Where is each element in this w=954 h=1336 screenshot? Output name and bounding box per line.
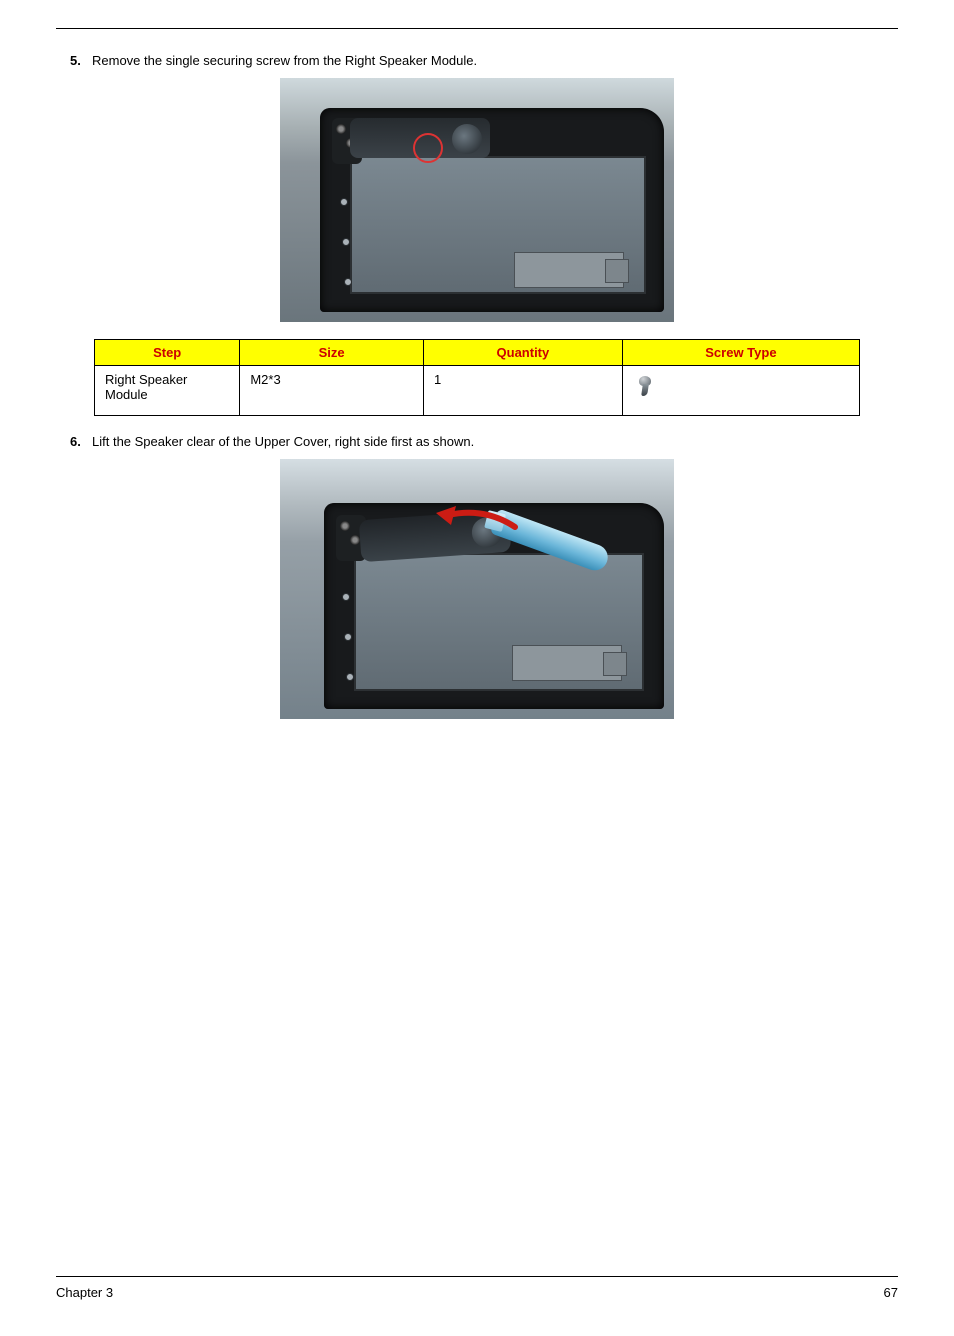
- screw-table: Step Size Quantity Screw Type Right Spea…: [94, 339, 860, 416]
- cell-step: Right Speaker Module: [95, 366, 240, 416]
- bottom-bracket: [514, 252, 624, 288]
- page-footer: Chapter 3 67: [56, 1276, 898, 1300]
- step-text: Remove the single securing screw from th…: [92, 53, 898, 68]
- screw-hole-icon: [344, 633, 352, 641]
- red-arrow-icon: [430, 503, 520, 533]
- screw-hole-icon: [342, 593, 350, 601]
- step-number: 5.: [70, 53, 92, 68]
- figure-1-wrap: [56, 78, 898, 325]
- highlight-circle: [413, 133, 443, 163]
- step-6: 6. Lift the Speaker clear of the Upper C…: [70, 434, 898, 449]
- footer-divider: [56, 1276, 898, 1277]
- screw-hole-icon: [340, 198, 348, 206]
- th-step: Step: [95, 340, 240, 366]
- bottom-bracket: [512, 645, 622, 681]
- th-screw-type: Screw Type: [622, 340, 859, 366]
- step-5: 5. Remove the single securing screw from…: [70, 53, 898, 68]
- th-size: Size: [240, 340, 424, 366]
- table-row: Right Speaker Module M2*3 1: [95, 366, 860, 416]
- screw-hole-icon: [344, 278, 352, 286]
- th-quantity: Quantity: [423, 340, 622, 366]
- cell-screw-type: [622, 366, 859, 416]
- cell-quantity: 1: [423, 366, 622, 416]
- top-divider: [56, 28, 898, 29]
- screw-hole-icon: [346, 673, 354, 681]
- screw-icon: [633, 376, 657, 398]
- step-text: Lift the Speaker clear of the Upper Cove…: [92, 434, 898, 449]
- figure-2-wrap: [56, 459, 898, 722]
- speaker-grill-icon: [452, 124, 482, 154]
- footer-page-number: 67: [884, 1285, 898, 1300]
- figure-2-photo: [280, 459, 674, 719]
- footer-chapter: Chapter 3: [56, 1285, 113, 1300]
- step-number: 6.: [70, 434, 92, 449]
- screw-hole-icon: [342, 238, 350, 246]
- figure-1-photo: [280, 78, 674, 322]
- cell-size: M2*3: [240, 366, 424, 416]
